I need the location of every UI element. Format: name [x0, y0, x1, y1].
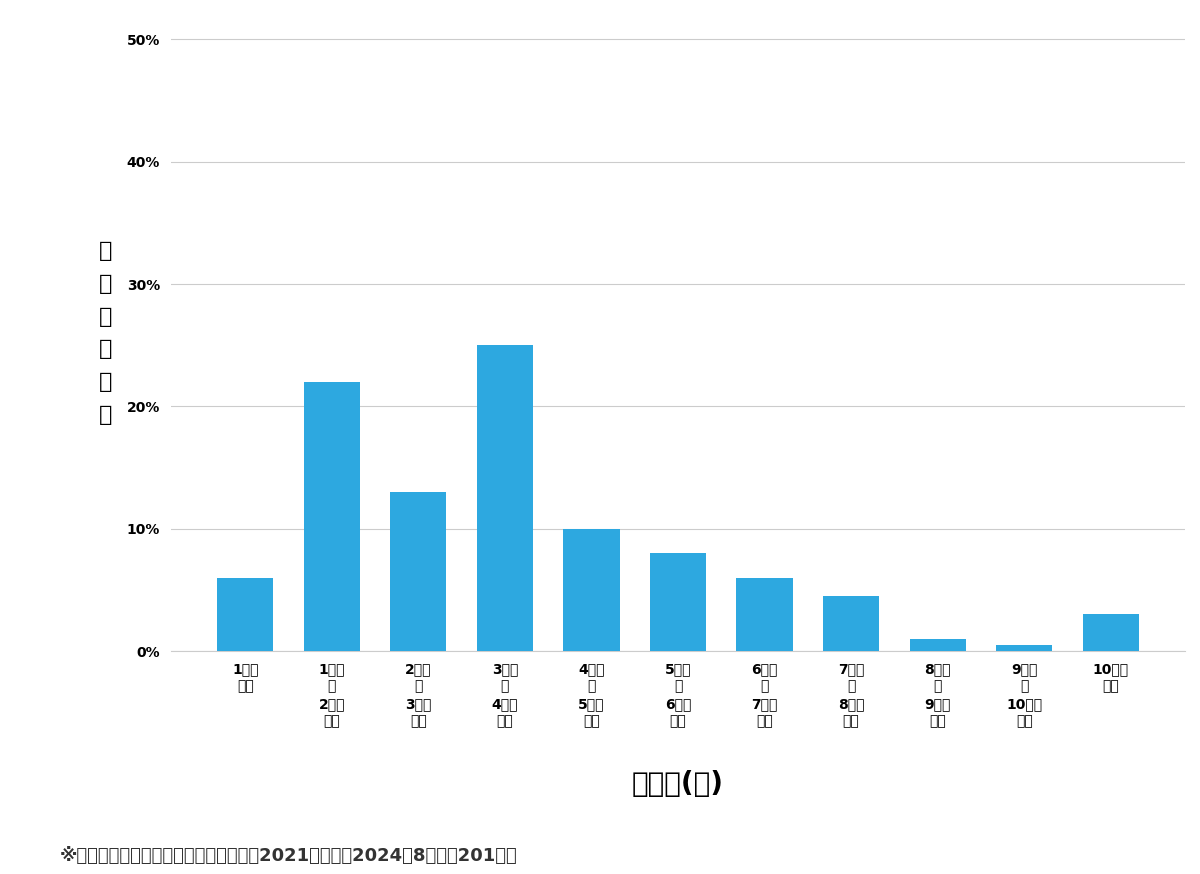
Bar [1082, 614, 1139, 651]
Bar [823, 596, 880, 651]
Bar [304, 382, 360, 651]
Bar [390, 492, 446, 651]
Bar [650, 553, 706, 651]
Y-axis label: 価
格
帯
の
割
合: 価 格 帯 の 割 合 [98, 241, 113, 425]
Text: ※弊社受付の案件を対象に集計（期間：2021年１月〜2024年8月、計201件）: ※弊社受付の案件を対象に集計（期間：2021年１月〜2024年8月、計201件） [60, 847, 517, 865]
Bar [996, 645, 1052, 651]
Bar [476, 345, 533, 651]
Bar [563, 529, 619, 651]
Bar [737, 578, 793, 651]
Bar [217, 578, 274, 651]
X-axis label: 価格帯(円): 価格帯(円) [632, 770, 724, 798]
Bar [910, 639, 966, 651]
